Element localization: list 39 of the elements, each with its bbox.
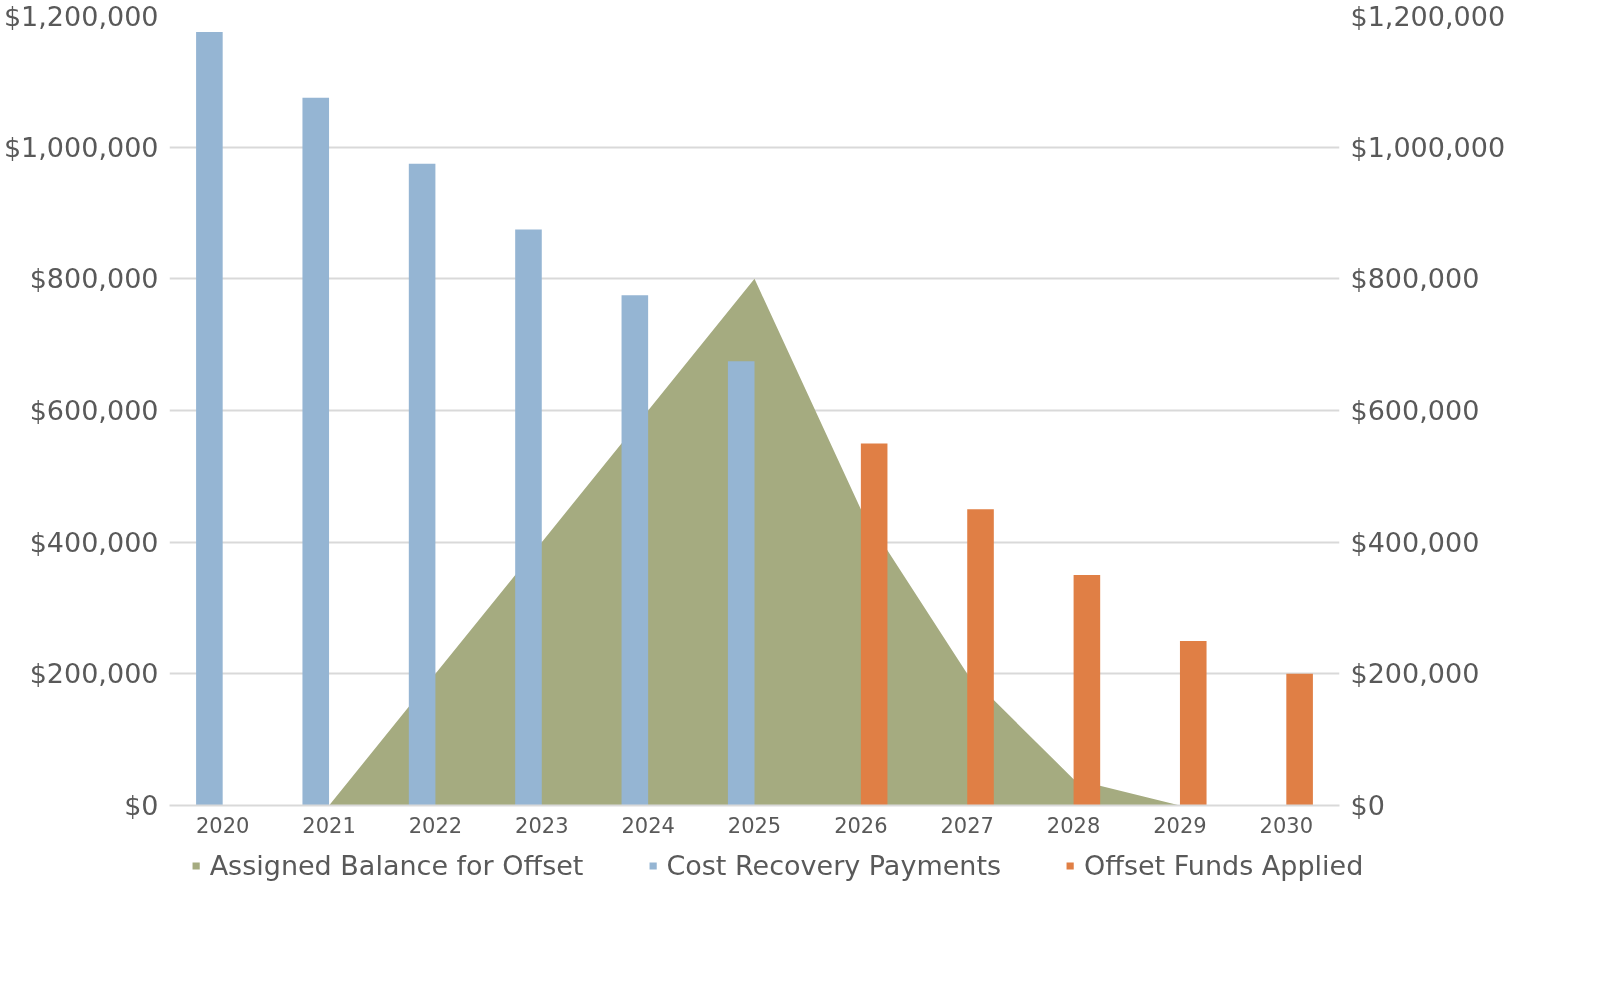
bar	[1286, 673, 1313, 806]
x-tick-label: 2028	[1046, 813, 1101, 838]
y-tick-label: $1,200,000	[3, 0, 159, 32]
x-tick-label: 2023	[515, 813, 569, 838]
bar	[1073, 575, 1101, 806]
y2-tick-label: $1,000,000	[1350, 131, 1506, 163]
bar	[727, 361, 755, 806]
x-tick-label: 2026	[834, 813, 888, 838]
bar	[621, 295, 649, 806]
y2-tick-label: $200,000	[1350, 658, 1480, 690]
y2-tick-label: $0	[1350, 790, 1385, 821]
y-tick-label: $0	[124, 790, 159, 821]
y-tick-label: $600,000	[29, 395, 159, 426]
y-tick-label: $400,000	[29, 526, 159, 558]
bar	[1179, 640, 1207, 806]
x-tick-label: 2020	[195, 813, 250, 838]
y-tick-label: $200,000	[29, 658, 159, 690]
x-tick-label: 2027	[940, 813, 994, 838]
x-tick-label: 2022	[408, 813, 463, 838]
bar	[860, 443, 888, 806]
bar	[196, 31, 223, 806]
x-tick-label: 2021	[302, 813, 356, 838]
legend-label: Offset Funds Applied	[1084, 849, 1364, 881]
y2-tick-label: $800,000	[1350, 263, 1480, 295]
x-tick-label: 2025	[727, 813, 782, 838]
y2-tick-label: $600,000	[1350, 395, 1480, 426]
y-tick-label: $800,000	[29, 263, 159, 295]
legend-label: Assigned Balance for Offset	[209, 849, 584, 881]
x-tick-label: 2030	[1259, 813, 1314, 838]
bar	[515, 229, 542, 806]
bar	[408, 163, 436, 806]
y2-tick-label: $400,000	[1350, 526, 1480, 558]
y-tick-label: $1,000,000	[3, 131, 159, 163]
legend-label: Cost Recovery Payments	[666, 849, 1002, 881]
bar	[967, 509, 994, 806]
bar	[302, 97, 330, 806]
x-tick-label: 2024	[621, 813, 675, 838]
x-tick-label: 2029	[1153, 813, 1207, 838]
y2-tick-label: $1,200,000	[1350, 0, 1506, 32]
